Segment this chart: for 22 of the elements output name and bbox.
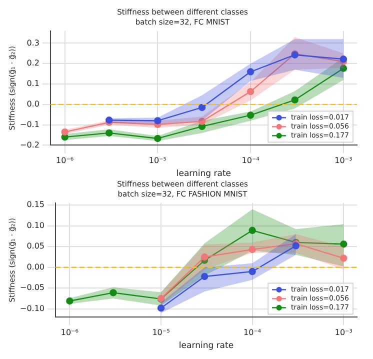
y-tick-label: −0.05 <box>20 283 45 292</box>
y-tick-label: 0.0 <box>26 99 40 108</box>
x-tick-label: 10⁻³ <box>334 156 352 166</box>
y-tick-label: 0.1 <box>26 79 40 88</box>
y-tick-label: 0.05 <box>26 242 45 251</box>
x-tick-label: 10⁻⁴ <box>244 328 262 338</box>
x-tick-label: 10⁻⁶ <box>60 328 78 338</box>
x-tick-label: 10⁻⁶ <box>56 156 74 166</box>
x-tick-label: 10⁻⁵ <box>148 156 166 166</box>
x-axis-title: learning rate <box>178 341 234 352</box>
y-tick-label: 0.15 <box>26 200 45 210</box>
y-tick-label: 0.10 <box>26 220 45 230</box>
x-tick-label: 10⁻⁴ <box>242 156 260 166</box>
y-tick-label: 0.00 <box>26 262 45 272</box>
y-tick-label: −0.10 <box>20 304 45 313</box>
y-tick-label: 0.2 <box>26 58 40 68</box>
x-tick-label: 10⁻³ <box>334 328 352 338</box>
y-tick-label: −0.2 <box>20 140 40 150</box>
y-tick-label: −0.1 <box>20 120 40 129</box>
y-tick-label: 0.3 <box>26 38 40 48</box>
x-tick-label: 10⁻⁵ <box>152 328 170 338</box>
x-axis-title: learning rate <box>176 169 232 180</box>
